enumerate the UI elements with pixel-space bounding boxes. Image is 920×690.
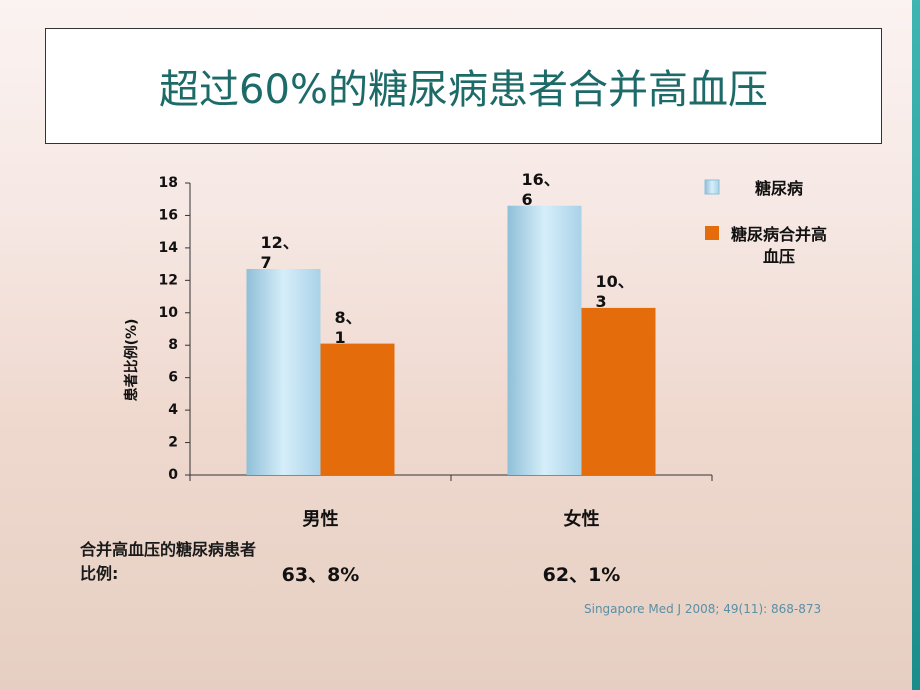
y-axis-label: 患者比例(%) (123, 319, 140, 402)
bar (246, 268, 321, 475)
bar (507, 205, 582, 475)
y-tick-label: 12 (159, 272, 178, 288)
y-tick-label: 2 (168, 435, 178, 451)
x-tick-label: 男性 (302, 509, 339, 530)
combined-label: 合并高血压的糖尿病患者比例: (80, 540, 257, 583)
value-label: 12、7 (260, 232, 299, 272)
value-label: 16、6 (521, 169, 560, 209)
y-tick-label: 6 (168, 370, 178, 386)
x-tick-label: 女性 (563, 509, 600, 530)
y-tick-label: 0 (168, 467, 178, 483)
y-tick-label: 18 (159, 175, 178, 191)
value-label: 10、3 (595, 271, 634, 311)
bar (581, 307, 656, 475)
combined-value: 62、1% (542, 564, 621, 586)
chart-title: 超过60%的糖尿病患者合并高血压 (45, 28, 882, 144)
y-tick-label: 4 (168, 402, 178, 418)
source: Singapore Med J 2008; 49(11): 868-873 (584, 602, 822, 616)
bar (320, 343, 395, 475)
value-label: 8、1 (334, 307, 362, 347)
legend-swatch (704, 179, 720, 195)
legend-label: 糖尿病合并高血压 (730, 225, 827, 266)
y-tick-label: 8 (168, 337, 178, 353)
legend-label: 糖尿病 (754, 179, 803, 198)
y-tick-label: 14 (159, 240, 179, 256)
y-tick-label: 16 (159, 207, 178, 223)
legend-swatch (705, 226, 719, 240)
edge-strip (912, 0, 920, 690)
y-tick-label: 10 (159, 305, 179, 321)
combined-value: 63、8% (281, 564, 360, 586)
